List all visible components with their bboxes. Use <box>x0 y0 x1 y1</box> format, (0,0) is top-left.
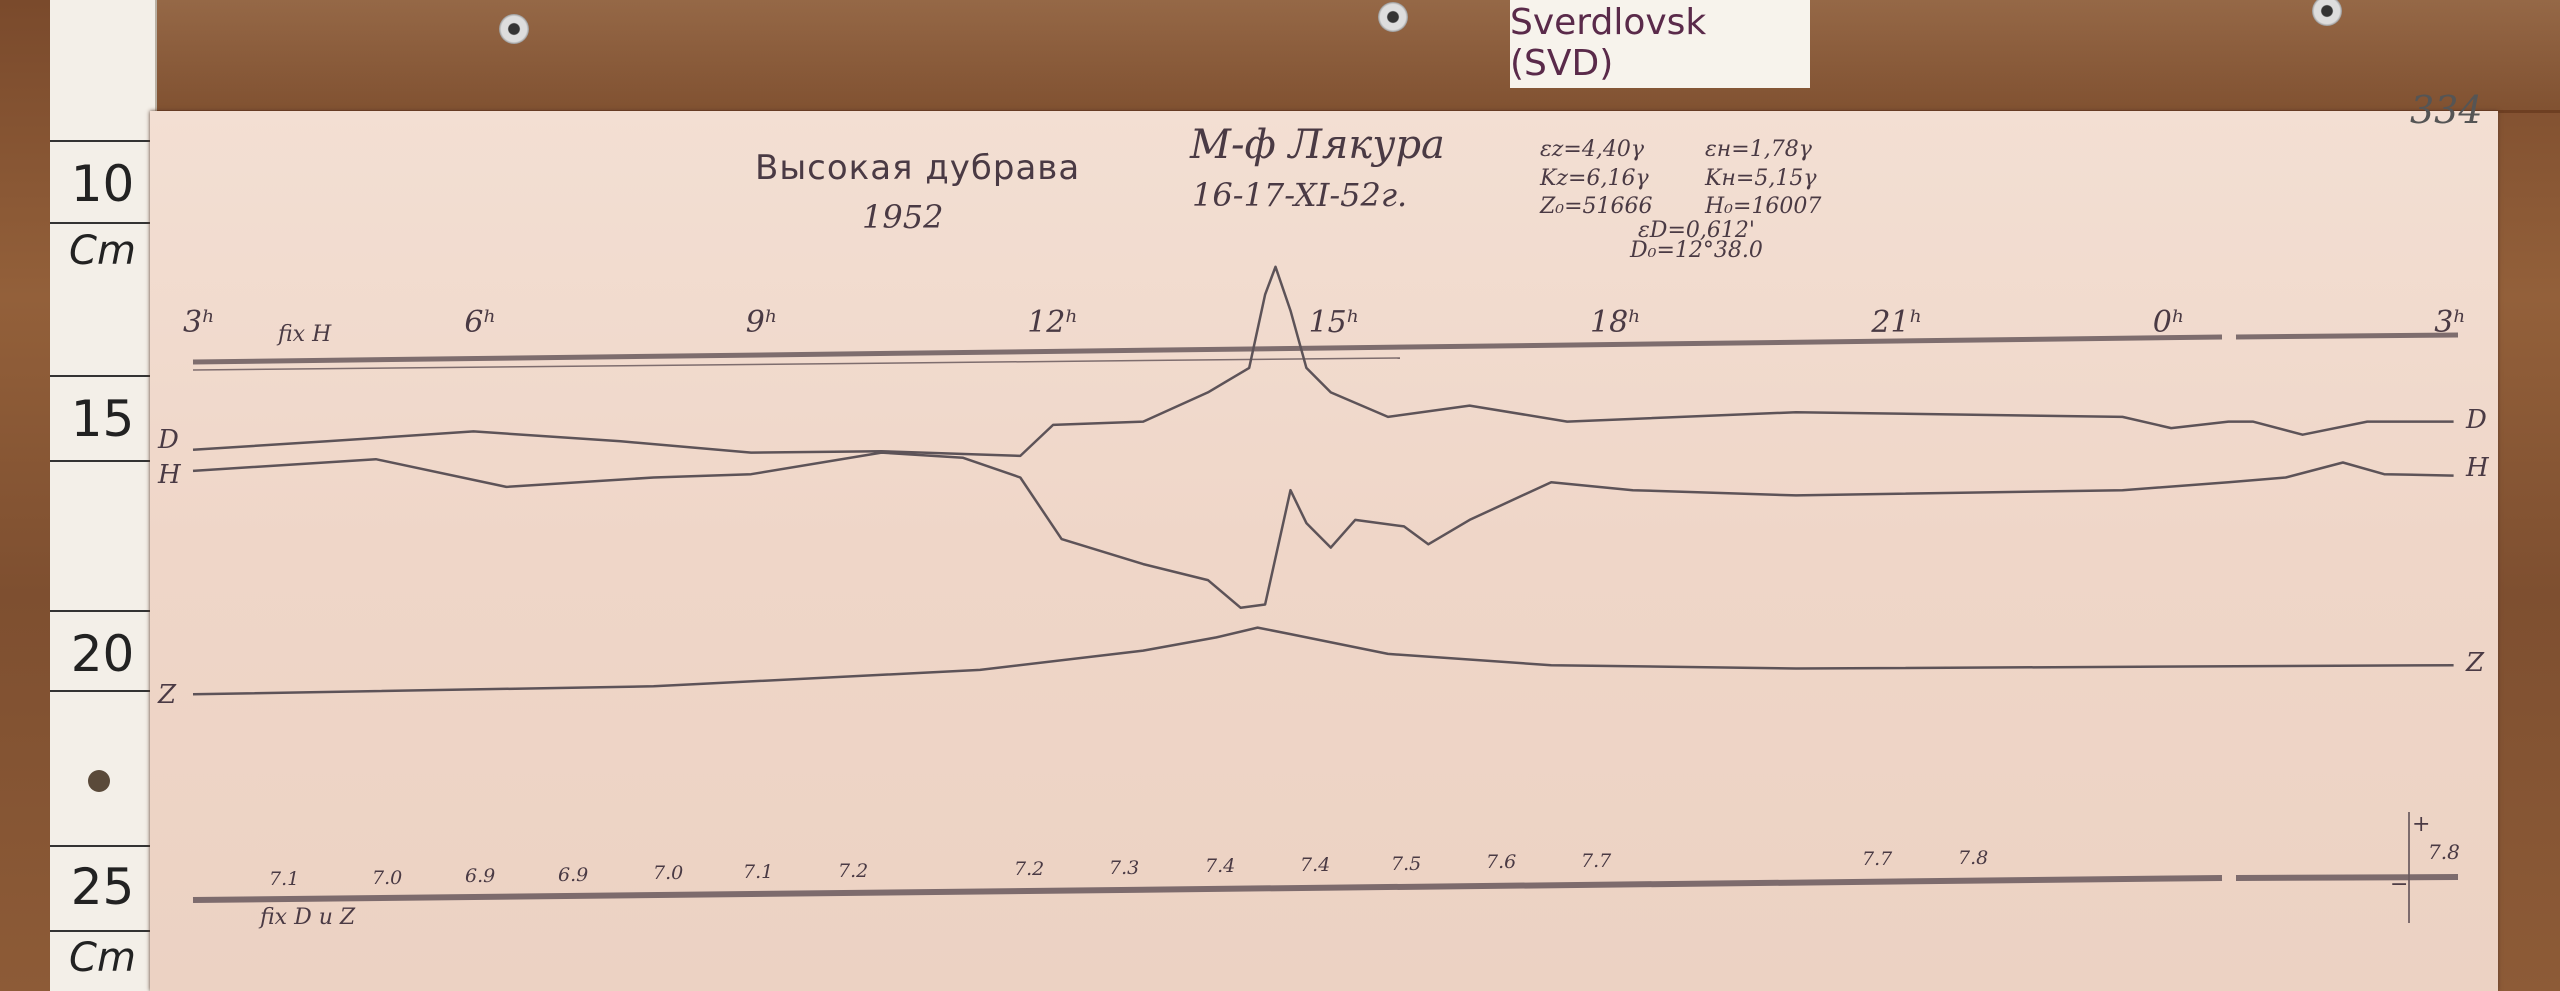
observer-name: М-ф Лякура <box>1190 122 1445 168</box>
hour-tick-label: 21ʰ <box>1871 305 1923 340</box>
param-eps-z: εz=4,40γ <box>1540 137 1644 162</box>
trace-h <box>192 451 2454 610</box>
bottom-value-label: 7.1 <box>743 861 774 883</box>
baseline-h-secondary <box>192 357 1401 371</box>
bottom-value-label: 7.0 <box>653 862 684 885</box>
ruler-tick <box>50 930 155 932</box>
station-label: Sverdlovsk (SVD) <box>1510 0 1810 88</box>
ruler-mark: 25 <box>70 858 135 916</box>
ruler-mark: 10 <box>70 155 135 213</box>
record-date: 16-17-XI-52г. <box>1192 176 1408 214</box>
ruler <box>50 0 157 991</box>
baseline-h <box>192 334 2223 365</box>
baseline-dz <box>192 875 2223 903</box>
trace-label-h-left: H <box>158 460 181 490</box>
baseline-dz <box>2235 874 2459 881</box>
ruler-tick <box>50 690 155 692</box>
ruler-hole <box>88 770 110 792</box>
baseline-dz-label: fix D u Z <box>260 905 356 930</box>
bottom-value-label: 7.6 <box>1486 851 1517 874</box>
ruler-mark: 15 <box>70 390 135 448</box>
trace-label-d-right: D <box>2466 405 2487 435</box>
bottom-value-label: 7.8 <box>1958 847 1989 869</box>
trace-label-h-right: H <box>2466 453 2489 483</box>
hour-tick-label: 3ʰ <box>183 305 216 340</box>
hour-tick-label: 15ʰ <box>1308 305 1360 340</box>
hour-tick-label: 0ʰ <box>2152 305 2185 340</box>
param-k-z: Kz=6,16γ <box>1540 166 1649 191</box>
bottom-value-label: 7.7 <box>1862 848 1893 871</box>
scale-plus: + <box>2412 812 2431 837</box>
bottom-value-label: 7.7 <box>1581 849 1612 872</box>
observatory-title: Высокая дубрава <box>755 148 1081 188</box>
bottom-value-label: 7.4 <box>1205 855 1236 878</box>
ruler-tick <box>50 460 155 462</box>
param-eps-h: εн=1,78γ <box>1705 137 1812 162</box>
trace-label-z-left: Z <box>158 680 177 710</box>
ruler-tick <box>50 375 155 377</box>
bottom-value-label: 7.0 <box>372 866 403 889</box>
bottom-value-label: 6.9 <box>465 865 496 888</box>
param-d0: D₀=12°38.0 <box>1630 238 1763 263</box>
trace-z <box>192 626 2454 696</box>
trace-label-z-right: Z <box>2466 648 2485 678</box>
bottom-value-label: 7.5 <box>1391 852 1422 875</box>
scale-value: 7.8 <box>2428 840 2460 864</box>
bottom-value-label: 7.4 <box>1300 854 1331 876</box>
ruler-unit: Cm <box>69 228 136 274</box>
screw-icon <box>499 14 529 44</box>
year: 1952 <box>862 198 944 236</box>
baseline-h <box>2235 332 2459 340</box>
param-eps-d: εD=0,612' <box>1638 218 1755 243</box>
screw-icon <box>1378 2 1408 32</box>
hour-tick-label: 18ʰ <box>1590 305 1642 340</box>
screw-icon <box>2312 0 2342 26</box>
param-z0: Z₀=51666 <box>1540 194 1653 219</box>
sheet-number: 334 <box>2410 88 2483 132</box>
hour-tick-label: 6ʰ <box>464 305 497 340</box>
ruler-tick <box>50 140 155 142</box>
bottom-value-label: 7.3 <box>1109 856 1140 879</box>
ruler-tick <box>50 222 155 224</box>
baseline-h-label: fix H <box>278 322 332 347</box>
trace-d <box>192 265 2454 458</box>
bottom-value-label: 6.9 <box>558 863 589 886</box>
magnetogram-sheet <box>150 111 2498 991</box>
bottom-value-label: 7.2 <box>838 859 869 882</box>
bottom-value-label: 7.2 <box>1014 858 1045 881</box>
ruler-tick <box>50 610 155 612</box>
param-k-h: Kн=5,15γ <box>1705 166 1817 191</box>
hour-tick-label: 9ʰ <box>745 305 778 340</box>
hour-tick-label: 12ʰ <box>1027 305 1079 340</box>
ruler-mark: 20 <box>70 625 135 683</box>
ruler-unit: Cm <box>69 935 136 981</box>
trace-label-d-left: D <box>158 425 179 455</box>
ruler-tick <box>50 845 155 847</box>
bottom-value-label: 7.1 <box>269 868 300 890</box>
param-h0: H₀=16007 <box>1705 194 1822 219</box>
